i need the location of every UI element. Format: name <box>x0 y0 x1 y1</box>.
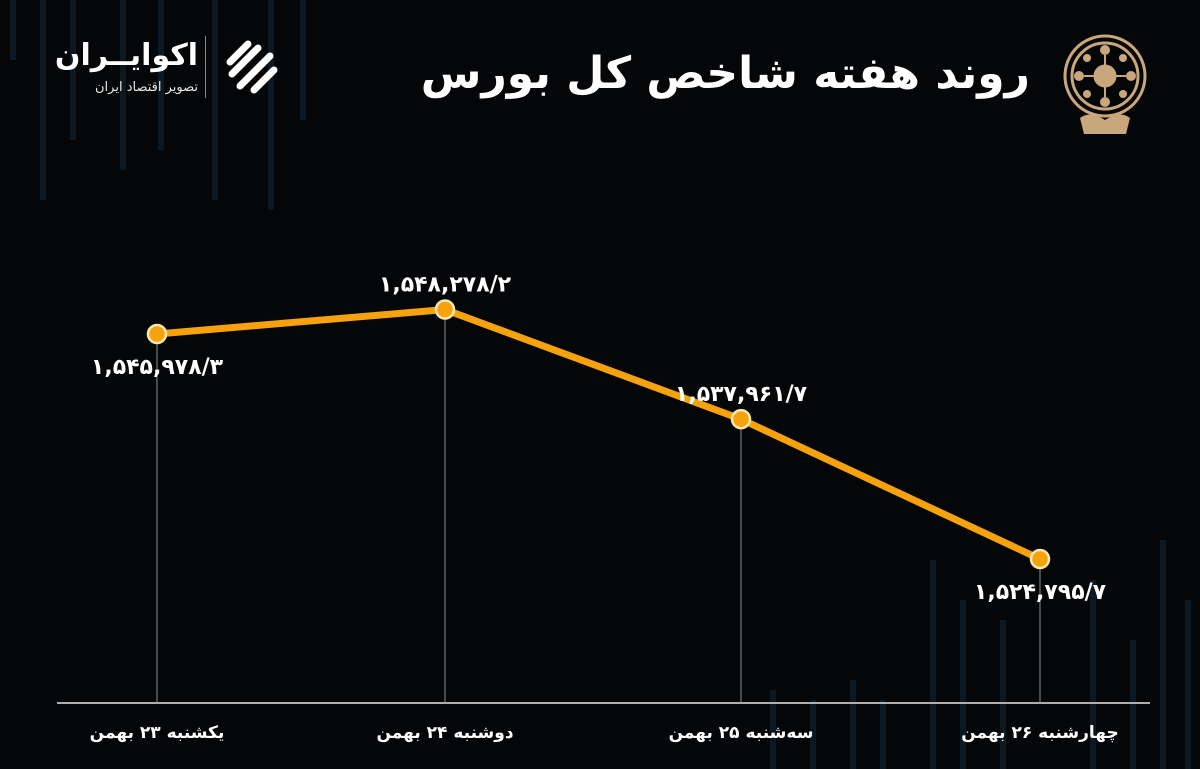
background-candle <box>1090 580 1096 769</box>
background-candle <box>268 0 274 210</box>
x-tick-label: چهارشنبه ۲۶ بهمن <box>961 723 1118 743</box>
background-candle <box>70 0 76 140</box>
x-tick-label: یکشنبه ۲۳ بهمن <box>90 723 225 743</box>
background-candle <box>850 680 856 769</box>
background-candle <box>1000 620 1006 769</box>
data-label: ۱,۵۴۵,۹۷۸/۳ <box>91 355 224 380</box>
data-point <box>730 408 752 430</box>
background-candle <box>1185 600 1191 769</box>
data-point <box>434 299 456 320</box>
ecoiran-logo: اکوایــران تصویر اقتصاد ایران <box>40 30 300 110</box>
background-candle <box>880 700 886 769</box>
tehran-stock-exchange-seal-icon <box>1063 34 1147 134</box>
background-candle <box>1160 540 1166 769</box>
chart-title: روند هفته شاخص کل بورس <box>420 48 1030 99</box>
data-point <box>146 323 168 345</box>
series-line <box>153 306 1044 563</box>
background-candle <box>930 560 936 769</box>
background-candle <box>960 600 966 769</box>
background-candle <box>300 0 306 120</box>
x-tick-label: دوشنبه ۲۴ بهمن <box>376 723 513 743</box>
logo-divider <box>205 36 206 98</box>
background-candle <box>212 0 218 200</box>
data-point <box>1029 548 1051 570</box>
background-candle <box>10 0 16 60</box>
background-candle <box>810 700 816 769</box>
background-candle <box>120 0 126 170</box>
background-candle <box>158 0 164 150</box>
logo-name: اکوایــران <box>54 38 198 73</box>
logo-tagline: تصویر اقتصاد ایران <box>95 80 198 95</box>
data-label: ۱,۵۲۴,۷۹۵/۷ <box>974 580 1107 605</box>
data-label: ۱,۵۴۸,۲۷۸/۲ <box>379 273 512 298</box>
x-tick-label: سه‌شنبه ۲۵ بهمن <box>669 723 814 743</box>
background-candle <box>1130 640 1136 769</box>
background-candle <box>770 690 776 769</box>
logo-mark-icon <box>226 40 278 94</box>
data-label: ۱,۵۳۷,۹۶۱/۷ <box>675 382 808 407</box>
background-candle <box>40 0 46 200</box>
